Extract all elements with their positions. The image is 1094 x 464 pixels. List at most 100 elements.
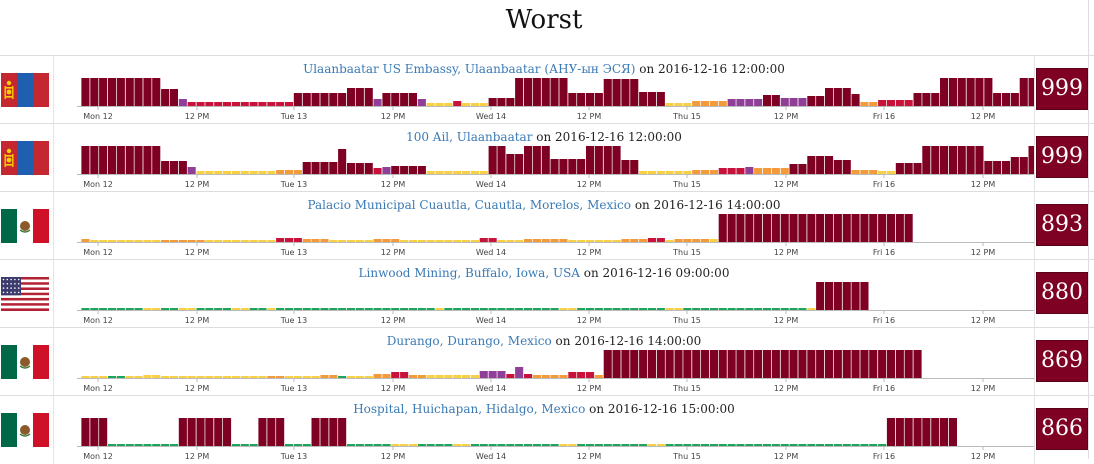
aqi-bar — [515, 367, 524, 378]
aqi-bar — [701, 170, 710, 174]
aqi-bar — [355, 163, 364, 174]
aqi-bar — [355, 88, 364, 106]
aqi-bar — [647, 308, 656, 310]
aqi-bar — [134, 240, 143, 242]
aqi-bar — [223, 171, 232, 174]
station-link[interactable]: Palacio Municipal Cuautla, Cuautla, More… — [307, 198, 632, 212]
aqi-value-badge[interactable]: 893 — [1036, 204, 1088, 246]
aqi-bar — [391, 444, 400, 446]
aqi-bar — [957, 78, 966, 106]
aqi-bar — [444, 171, 453, 174]
x-tick-label: 12 PM — [577, 248, 602, 257]
aqi-bar — [771, 444, 780, 446]
aqi-bar — [568, 159, 577, 174]
aqi-bar — [825, 88, 834, 106]
aqi-bar — [231, 102, 240, 106]
x-tick-label: 12 PM — [971, 452, 996, 461]
aqi-bar — [683, 171, 692, 174]
aqi-bar — [948, 78, 957, 106]
aqi-bar — [408, 93, 417, 106]
aqi-bar — [656, 444, 665, 446]
station-link[interactable]: Ulaanbaatar US Embassy, Ulaanbaatar (АНУ… — [303, 62, 636, 76]
aqi-bar — [108, 308, 117, 310]
aqi-bar — [993, 161, 1002, 174]
aqi-bar — [267, 171, 276, 174]
aqi-bar — [125, 308, 134, 310]
aqi-bar — [311, 162, 320, 174]
aqi-bar — [665, 308, 674, 310]
aqi-bar — [798, 350, 807, 378]
x-tick-label: 12 PM — [577, 384, 602, 393]
aqi-bar — [293, 376, 302, 378]
x-tick-label: 12 PM — [577, 316, 602, 325]
aqi-bar — [400, 308, 409, 310]
aqi-bar — [771, 214, 780, 242]
aqi-bar — [108, 376, 117, 378]
aqi-bar — [355, 376, 364, 378]
station-timestamp: on 2016-12-16 09:00:00 — [579, 266, 730, 280]
aqi-value-badge[interactable]: 880 — [1036, 272, 1088, 314]
aqi-bar — [1019, 157, 1028, 174]
aqi-bar — [302, 444, 311, 446]
aqi-bar — [1010, 157, 1019, 174]
aqi-bar — [833, 350, 842, 378]
aqi-bar — [913, 163, 922, 174]
aqi-bar — [701, 444, 710, 446]
aqi-bar — [754, 308, 763, 310]
aqi-bar — [913, 418, 922, 446]
aqi-bar — [470, 308, 479, 310]
x-tick-label: 12 PM — [185, 112, 210, 121]
station-link[interactable]: Hospital, Huichapan, Hidalgo, Mexico — [353, 402, 586, 416]
aqi-bar — [842, 444, 851, 446]
aqi-bar — [479, 444, 488, 446]
aqi-bar — [851, 214, 860, 242]
station-link[interactable]: Durango, Durango, Mexico — [386, 334, 552, 348]
aqi-bar — [152, 308, 161, 310]
aqi-value-badge[interactable]: 866 — [1036, 408, 1088, 450]
aqi-bar — [975, 78, 984, 106]
x-tick-label: Thu 15 — [672, 248, 701, 257]
x-tick-label: Tue 13 — [280, 112, 307, 121]
aqi-bar — [355, 444, 364, 446]
aqi-bar — [568, 240, 577, 242]
station-link[interactable]: 100 Ail, Ulaanbaatar — [406, 130, 533, 144]
aqi-bar — [763, 214, 772, 242]
aqi-bar — [594, 146, 603, 174]
aqi-bar — [311, 376, 320, 378]
aqi-bar — [621, 444, 630, 446]
aqi-bar — [532, 78, 541, 106]
aqi-bar — [435, 171, 444, 174]
aqi-value-badge[interactable]: 999 — [1036, 68, 1088, 110]
aqi-bar — [825, 156, 834, 174]
aqi-bar — [258, 171, 267, 174]
aqi-value-badge[interactable]: 869 — [1036, 340, 1088, 382]
aqi-bar — [81, 78, 90, 106]
aqi-bar — [798, 164, 807, 174]
aqi-bar — [621, 308, 630, 310]
x-tick-label: Tue 13 — [280, 452, 307, 461]
aqi-bar — [665, 350, 674, 378]
aqi-bar — [948, 418, 957, 446]
aqi-bar — [143, 78, 152, 106]
x-tick-label: 12 PM — [577, 452, 602, 461]
aqi-value-badge[interactable]: 999 — [1036, 136, 1088, 178]
aqi-bar — [904, 418, 913, 446]
aqi-bar — [966, 146, 975, 174]
aqi-bar — [851, 444, 860, 446]
aqi-bar — [984, 161, 993, 174]
aqi-bar — [444, 240, 453, 242]
aqi-bar — [276, 102, 285, 106]
aqi-bar — [736, 168, 745, 174]
station-link[interactable]: Linwood Mining, Buffalo, Iowa, USA — [358, 266, 580, 280]
aqi-bar — [736, 99, 745, 106]
aqi-bar — [709, 170, 718, 174]
aqi-bar — [913, 93, 922, 106]
aqi-bar — [586, 308, 595, 310]
aqi-bar — [586, 146, 595, 174]
aqi-bar — [515, 308, 524, 310]
aqi-bar — [851, 282, 860, 310]
aqi-bar — [878, 171, 887, 174]
aqi-bar — [240, 171, 249, 174]
x-tick-label: Mon 12 — [83, 248, 113, 257]
aqi-bar — [143, 308, 152, 310]
